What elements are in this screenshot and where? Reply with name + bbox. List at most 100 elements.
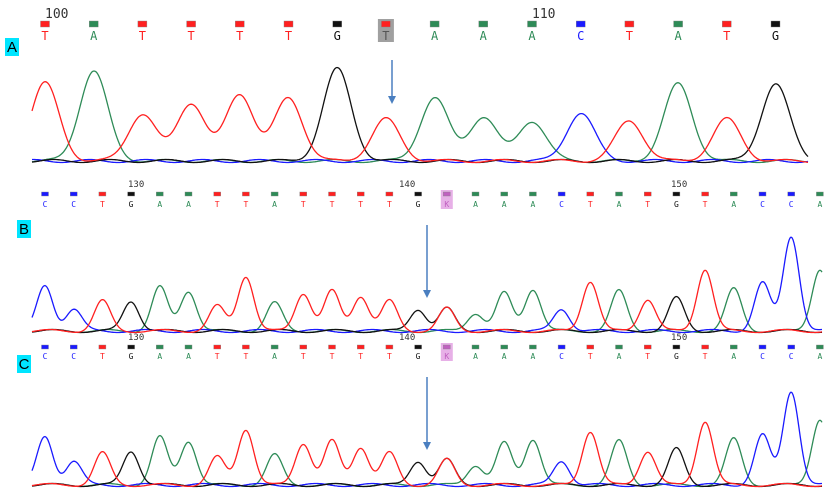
base-quality-box — [478, 20, 488, 28]
base-quality-box — [586, 191, 594, 197]
base-call: A — [530, 352, 535, 361]
base-quality-box — [184, 344, 193, 350]
arrow-head — [423, 442, 431, 450]
base-call: T — [41, 29, 48, 43]
base-quality-box — [586, 344, 594, 350]
base-quality-box — [186, 20, 196, 28]
base-call: T — [358, 352, 363, 361]
base-quality-box — [787, 191, 795, 197]
base-quality-box — [242, 344, 250, 350]
base-call: G — [416, 200, 421, 209]
base-call: C — [760, 352, 765, 361]
panel-label-background — [17, 355, 31, 373]
base-call: C — [760, 200, 765, 209]
base-quality-box — [69, 344, 78, 350]
base-quality-box — [98, 191, 107, 197]
base-quality-box — [235, 20, 245, 28]
base-call: A — [272, 352, 277, 361]
position-number: 110 — [532, 7, 555, 22]
panel-c: 130 140 150 C C T G A A T T A T T T T G K A A A C T A T G T A C C A C — [17, 333, 824, 488]
base-call: G — [129, 200, 134, 209]
base-quality-box — [357, 191, 365, 197]
base-quality-box — [673, 20, 683, 28]
base-quality-box — [624, 20, 635, 28]
base-quality-box — [137, 20, 148, 28]
base-call: C — [789, 200, 794, 209]
base-quality-box — [529, 191, 537, 197]
base-call: C — [559, 352, 564, 361]
base-quality-box — [758, 191, 767, 197]
base-call: T — [285, 29, 292, 43]
base-quality-box — [471, 344, 480, 350]
base-call: C — [559, 200, 564, 209]
base-call: T — [588, 200, 593, 209]
base-call: T — [645, 352, 650, 361]
base-call: C — [43, 200, 48, 209]
base-quality-box — [787, 344, 795, 350]
trace-T — [31, 269, 823, 334]
base-call: T — [382, 29, 389, 43]
panel-label: A — [7, 39, 17, 56]
base-call: G — [416, 352, 421, 361]
base-quality-box — [156, 344, 164, 350]
base-call: T — [330, 352, 335, 361]
base-call: G — [674, 352, 679, 361]
trace-C — [31, 236, 822, 334]
base-quality-box — [184, 191, 193, 197]
base-quality-box — [156, 191, 164, 197]
position-number: 130 — [128, 333, 144, 343]
base-call: C — [71, 200, 76, 209]
base-call: T — [215, 352, 220, 361]
base-call: A — [674, 29, 682, 43]
base-quality-box — [730, 191, 738, 197]
base-quality-box — [770, 20, 781, 28]
base-call: T — [215, 200, 220, 209]
base-call: T — [358, 200, 363, 209]
base-quality-box — [557, 191, 566, 197]
trace-G — [31, 295, 823, 334]
trace-G — [31, 446, 823, 488]
base-call: T — [723, 29, 730, 43]
base-call: A — [157, 200, 162, 209]
base-quality-box — [41, 344, 49, 350]
base-quality-box — [88, 20, 99, 28]
position-number: 130 — [128, 180, 144, 190]
base-call: K — [444, 200, 449, 209]
base-quality-box — [722, 20, 732, 28]
panel-label-background — [17, 220, 31, 238]
base-call: T — [330, 200, 335, 209]
base-quality-box — [443, 191, 451, 197]
base-call: T — [139, 29, 146, 43]
base-call: T — [387, 352, 392, 361]
base-call: T — [588, 352, 593, 361]
arrow-head — [423, 290, 431, 298]
base-call: A — [186, 352, 191, 361]
position-number: 150 — [671, 333, 687, 343]
base-quality-box — [500, 344, 508, 350]
trace-T — [31, 421, 823, 488]
base-call: T — [387, 200, 392, 209]
base-call: A — [731, 200, 736, 209]
position-number: 140 — [399, 333, 415, 343]
base-quality-box — [576, 20, 586, 28]
base-call: A — [731, 352, 736, 361]
base-quality-box — [328, 344, 336, 350]
base-quality-box — [127, 344, 135, 350]
panel-label: B — [19, 221, 29, 238]
base-call: C — [577, 29, 584, 43]
base-call: A — [480, 29, 488, 43]
base-quality-box — [816, 191, 824, 197]
base-quality-box — [557, 344, 566, 350]
base-quality-box — [644, 191, 652, 197]
panel-label: C — [19, 356, 30, 373]
base-call: T — [301, 200, 306, 209]
base-call: A — [502, 200, 507, 209]
base-quality-box — [357, 344, 365, 350]
trace-C — [32, 112, 809, 164]
base-quality-box — [40, 20, 50, 28]
base-call: A — [90, 29, 98, 43]
base-call: T — [626, 29, 633, 43]
base-quality-box — [332, 20, 342, 28]
base-call: T — [243, 352, 248, 361]
base-quality-box — [672, 191, 681, 197]
